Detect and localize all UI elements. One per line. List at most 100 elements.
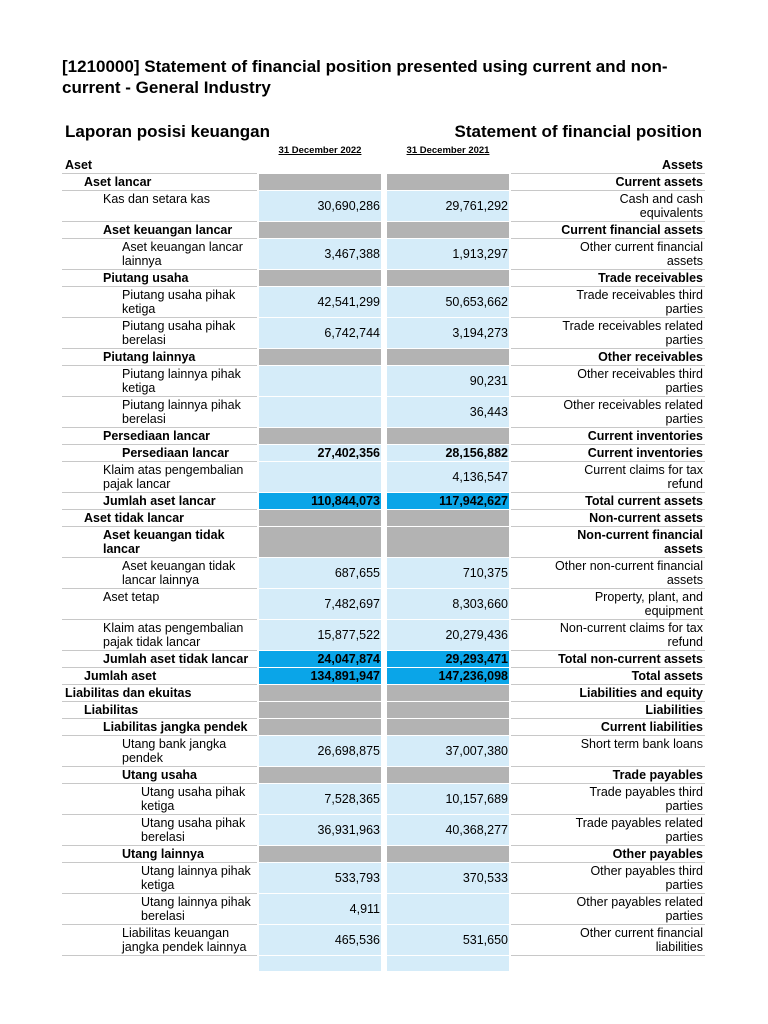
header-right: Statement of financial position [454, 122, 702, 141]
value: 15,877,522 [317, 628, 380, 642]
value-cell: 29,761,292 [387, 191, 509, 222]
value-cell [259, 527, 381, 558]
value: 7,528,365 [324, 792, 380, 806]
row-label: Liabilitas jangka pendek [62, 719, 257, 736]
row-label: Piutang lainnya pihak ketiga [62, 366, 257, 397]
value-cell: 370,533 [387, 863, 509, 894]
value: 90,231 [469, 374, 508, 388]
value: 687,655 [334, 566, 380, 580]
value-cell [387, 157, 509, 174]
value: 3,194,273 [452, 326, 508, 340]
row-label-en: Other payables third parties [511, 863, 705, 894]
row-label: Aset keuangan tidak lancar [62, 527, 257, 558]
row-label-en: Trade payables [511, 767, 705, 784]
value: 8,303,660 [452, 597, 508, 611]
value-cell: 90,231 [387, 366, 509, 397]
value-cell [387, 270, 509, 287]
header-left: Laporan posisi keuangan [65, 122, 270, 141]
table-row: Piutang lainnya pihak berelasi 36,443 Othe… [62, 397, 705, 428]
row-label-en: Non-current claims for tax refund [511, 620, 705, 651]
value: 37,007,380 [445, 744, 508, 758]
table: Aset Assets Aset lancar Current assets Kas d… [62, 157, 705, 971]
row-label: Utang lainnya pihak ketiga [62, 863, 257, 894]
row-label-en: Total non-current assets [511, 651, 705, 668]
value-cell: 110,844,073 [259, 493, 381, 510]
row-label-en: Non-current financial assets [511, 527, 705, 558]
value-cell: 533,793 [259, 863, 381, 894]
row-label: Utang lainnya pihak berelasi [62, 894, 257, 925]
row-label-en: Other receivables third parties [511, 366, 705, 397]
value-cell: 40,368,277 [387, 815, 509, 846]
table-row: Liabilitas dan ekuitas Liabilities and eq… [62, 685, 705, 702]
value-cell [259, 428, 381, 445]
table-row: Utang usaha Trade payables [62, 767, 705, 784]
value: 29,761,292 [445, 199, 508, 213]
row-label: Aset keuangan lancar [62, 222, 257, 239]
value: 4,136,547 [452, 470, 508, 484]
row-label: Aset lancar [62, 174, 257, 191]
value-cell [387, 846, 509, 863]
table-row: Piutang lainnya pihak ketiga 90,231 Other … [62, 366, 705, 397]
value: 20,279,436 [445, 628, 508, 642]
value: 4,911 [349, 902, 380, 916]
table-row: Aset tetap 7,482,697 8,303,660 Property, pl… [62, 589, 705, 620]
table-row: Persediaan lancar 27,402,356 28,156,882 Cur… [62, 445, 705, 462]
row-label-en: Total assets [511, 668, 705, 685]
value-cell: 4,136,547 [387, 462, 509, 493]
value-cell: 6,742,744 [259, 318, 381, 349]
value-cell: 10,157,689 [387, 784, 509, 815]
value-cell: 531,650 [387, 925, 509, 956]
table-row: Utang lainnya pihak ketiga 533,793 370,533… [62, 863, 705, 894]
row-label: Jumlah aset lancar [62, 493, 257, 510]
row-label-en: Liabilities [511, 702, 705, 719]
spacer [511, 956, 705, 971]
value-cell: 20,279,436 [387, 620, 509, 651]
value-cell: 15,877,522 [259, 620, 381, 651]
value-cell [259, 366, 381, 397]
value-cell [259, 702, 381, 719]
row-label-en: Cash and cash equivalents [511, 191, 705, 222]
value-cell [387, 527, 509, 558]
value: 531,650 [462, 933, 508, 947]
value: 533,793 [334, 871, 380, 885]
value: 3,467,388 [324, 247, 380, 261]
value-cell: 8,303,660 [387, 589, 509, 620]
row-label-en: Short term bank loans [511, 736, 705, 767]
value-cell: 7,528,365 [259, 784, 381, 815]
value-cell [259, 222, 381, 239]
row-label: Utang bank jangka pendek [62, 736, 257, 767]
table-row: Liabilitas jangka pendek Current liabilit… [62, 719, 705, 736]
row-label: Persediaan lancar [62, 428, 257, 445]
value: 27,402,356 [317, 446, 380, 460]
table-row: Aset keuangan tidak lancar Non-current fi… [62, 527, 705, 558]
row-label: Liabilitas keuangan jangka pendek lainny… [62, 925, 257, 956]
value-cell [259, 846, 381, 863]
table-row: Piutang lainnya Other receivables [62, 349, 705, 366]
row-label: Klaim atas pengembalian pajak lancar [62, 462, 257, 493]
table-row: Utang lainnya pihak berelasi 4,911 Other p… [62, 894, 705, 925]
row-label-en: Assets [511, 157, 705, 174]
row-label-en: Total current assets [511, 493, 705, 510]
table-row: Aset keuangan lancar Current financial as… [62, 222, 705, 239]
table-row: Jumlah aset lancar 110,844,073 117,942,627… [62, 493, 705, 510]
table-row: Jumlah aset 134,891,947 147,236,098 Total a… [62, 668, 705, 685]
row-label: Persediaan lancar [62, 445, 257, 462]
value-cell: 3,467,388 [259, 239, 381, 270]
row-label-en: Other payables related parties [511, 894, 705, 925]
value: 110,844,073 [311, 494, 380, 508]
value: 36,443 [469, 405, 508, 419]
row-label-en: Property, plant, and equipment [511, 589, 705, 620]
row-label: Aset keuangan lancar lainnya [62, 239, 257, 270]
value-cell [259, 462, 381, 493]
row-label: Piutang lainnya [62, 349, 257, 366]
table-row: Utang lainnya Other payables [62, 846, 705, 863]
value: 6,742,744 [324, 326, 380, 340]
table-row: Liabilitas Liabilities [62, 702, 705, 719]
value-cell: 7,482,697 [259, 589, 381, 620]
row-label-en: Other receivables related parties [511, 397, 705, 428]
value: 117,942,627 [439, 494, 508, 508]
value-cell [259, 397, 381, 428]
table-row: Utang usaha pihak ketiga 7,528,365 10,157,… [62, 784, 705, 815]
value-cell [387, 685, 509, 702]
